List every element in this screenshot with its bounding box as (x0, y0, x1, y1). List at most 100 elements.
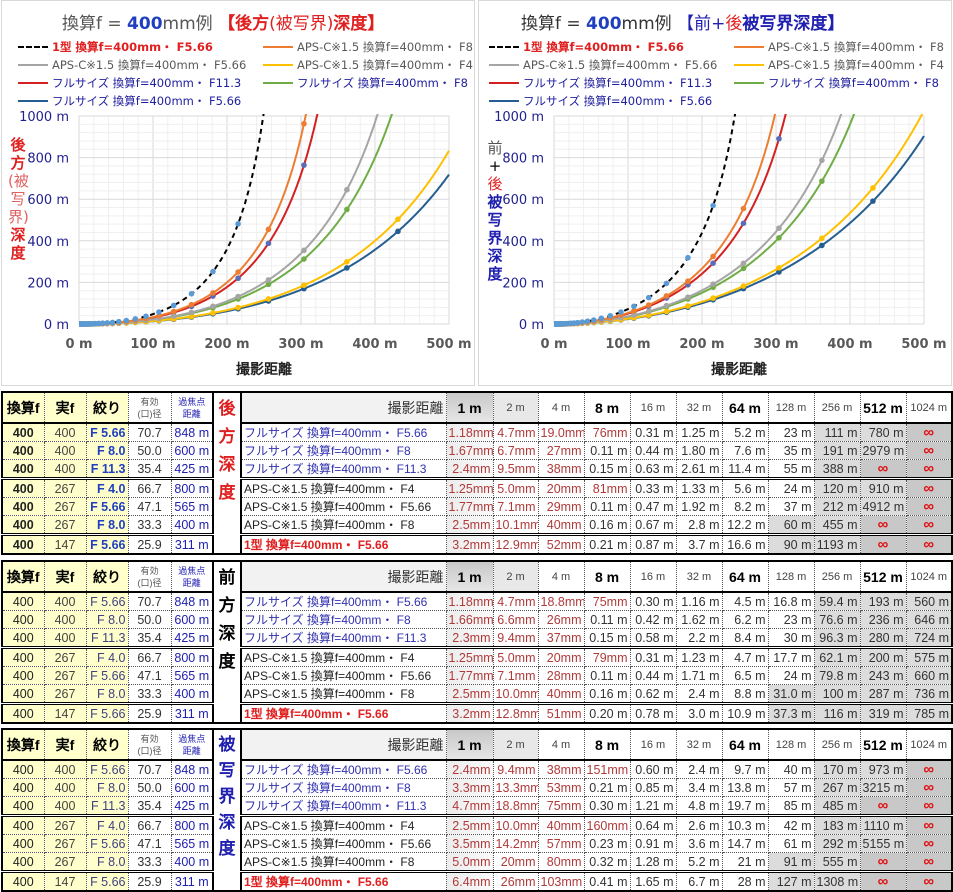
series-point (663, 302, 670, 309)
title-part2: (被写界) (269, 14, 334, 34)
legend-swatch-icon (489, 45, 519, 48)
dof-value-cell: 3.5mm (445, 834, 494, 853)
header-line: 有効 (140, 565, 159, 576)
dof-value-cell: 1.25mm (445, 477, 494, 498)
dof-value-cell: 30 m (767, 628, 815, 648)
dof-value-cell: 1.71 m (675, 666, 723, 685)
dof-value-cell: 455 m (813, 515, 861, 535)
x-tick-label: 500 m (426, 337, 471, 352)
series-point (740, 283, 747, 289)
description-cell: APS-C※1.5 換算f=400mm・ F4 (240, 646, 447, 667)
dof-value-cell: 1.33 m (675, 477, 723, 498)
header-distance: 2 m (492, 560, 539, 593)
header-distance: 128 m (767, 391, 815, 424)
description-cell: フルサイズ 換算f=400mm・ F8 (240, 610, 447, 629)
effective-diameter-cell: 25.9 (127, 870, 172, 892)
description-cell: フルサイズ 換算f=400mm・ F5.66 (240, 759, 447, 779)
dof-value-cell: 38mm (537, 759, 585, 779)
dof-value-cell: 1.23 m (675, 646, 723, 667)
table-row: 400 400 F 5.66 70.7 848 m フルサイズ 換算f=400mm・ F5… (1, 591, 953, 611)
title-prefix: 換算f = (62, 14, 128, 34)
header-distance: 64 m (721, 728, 769, 761)
conv-focal-cell: 400 (1, 610, 45, 629)
description-cell: APS-C※1.5 換算f=400mm・ F4 (240, 477, 447, 498)
aperture-cell: F 8.0 (85, 610, 129, 629)
conv-focal-cell: 400 (1, 852, 45, 872)
table-row: 400 147 F 5.66 25.9 311 m 1型 換算f=400mm・ F5.66… (1, 702, 953, 724)
dof-value-cell: 780 m (859, 422, 907, 442)
dof-value-cell: 96.3 m (813, 628, 861, 648)
series-point (579, 319, 585, 325)
dof-value-cell: 2979 m (859, 441, 907, 460)
title-part1: 【前+ (677, 14, 726, 34)
dof-value-cell: ∞ (859, 459, 907, 479)
series-point (870, 198, 876, 204)
dof-value-cell: 14.7 m (721, 834, 769, 853)
table-row: 400 400 F 8.0 50.0 600 m フルサイズ 換算f=400mm・ F8 3… (1, 778, 953, 797)
dof-value-cell: 8.8 m (721, 684, 769, 704)
dof-value-cell: 0.91 m (629, 834, 677, 853)
series-point (210, 290, 216, 296)
real-focal-cell: 400 (43, 759, 87, 779)
hyperfocal-cell: 425 m (170, 628, 214, 648)
header-distance: 64 m (721, 391, 769, 424)
table-row: 400 267 F 8.0 33.3 400 m APS-C※1.5 換算f=400mm・… (1, 852, 953, 872)
dof-value-cell: 40mm (537, 515, 585, 535)
table-label: 後方深度 (212, 391, 242, 555)
dof-value-cell: 3.2mm (445, 702, 494, 724)
legend-item: APS-C※1.5 換算f=400mm・ F8 (263, 38, 473, 55)
dof-value-cell: 1193 m (813, 533, 861, 555)
dof-value-cell: 0.31 m (629, 422, 677, 442)
series-point (710, 260, 716, 266)
label-char: 方 (218, 596, 236, 615)
series-point (235, 221, 241, 227)
ylabel-part2: + (488, 157, 502, 175)
dof-value-cell: 785 m (905, 702, 953, 724)
header-distance: 16 m (629, 560, 677, 593)
dof-value-cell: 0.87 m (629, 533, 677, 555)
header-effective-diameter: 有効 (口)径 (127, 728, 172, 761)
dof-value-cell: 76mm (583, 422, 631, 442)
legend-swatch-icon (263, 45, 293, 48)
series-point (663, 308, 670, 315)
real-focal-cell: 267 (43, 477, 87, 498)
dof-value-cell: 236 m (859, 610, 907, 629)
y-axis-title: 前 + 後 被写界深度 (485, 139, 505, 283)
real-focal-cell: 400 (43, 610, 87, 629)
aperture-cell: F 5.66 (85, 870, 129, 892)
aperture-cell: F 11.3 (85, 628, 129, 648)
legend-swatch-icon (263, 63, 293, 66)
table-row: 400 267 F 8.0 33.3 400 m APS-C※1.5 換算f=400mm・… (1, 684, 953, 704)
legend-label: フルサイズ 換算f=400mm・ F8 (297, 75, 468, 90)
table-row: 400 267 F 8.0 33.3 400 m APS-C※1.5 換算f=400mm・… (1, 515, 953, 535)
chart-title: 換算f = 400mm例 【前+後被写界深度】 (521, 9, 844, 34)
dof-value-cell: 736 m (905, 684, 953, 704)
description-cell: 1型 換算f=400mm・ F5.66 (240, 702, 447, 724)
series-line-1 (79, 114, 308, 325)
legend-label: フルサイズ 換算f=400mm・ F11.3 (52, 75, 242, 90)
legend-label: フルサイズ 換算f=400mm・ F11.3 (523, 75, 713, 90)
series-point (395, 228, 401, 235)
real-focal-cell: 267 (43, 497, 87, 516)
dof-value-cell: 4912 m (859, 497, 907, 516)
series-point (819, 178, 825, 184)
series-point (344, 206, 350, 213)
dof-value-cell: 79.8 m (813, 666, 861, 685)
series-point (188, 290, 195, 297)
series-line-5 (554, 114, 856, 325)
series-point (301, 162, 307, 168)
y-axis-title: 後方 (被写界) 深度 (8, 136, 29, 262)
legend-label: フルサイズ 換算f=400mm・ F5.66 (523, 93, 713, 108)
legend-item: フルサイズ 換算f=400mm・ F11.3 (489, 74, 712, 91)
header-distance: 256 m (813, 728, 861, 761)
effective-diameter-cell: 47.1 (127, 497, 172, 516)
series-point (301, 256, 307, 262)
effective-diameter-cell: 70.7 (127, 591, 172, 611)
description-cell: フルサイズ 換算f=400mm・ F8 (240, 778, 447, 797)
series-point (685, 254, 691, 261)
dof-value-cell: 23 m (767, 610, 815, 629)
header-distance: 16 m (629, 728, 677, 761)
y-tick-label: 600 m (27, 193, 69, 208)
aperture-cell: F 8.0 (85, 441, 129, 460)
